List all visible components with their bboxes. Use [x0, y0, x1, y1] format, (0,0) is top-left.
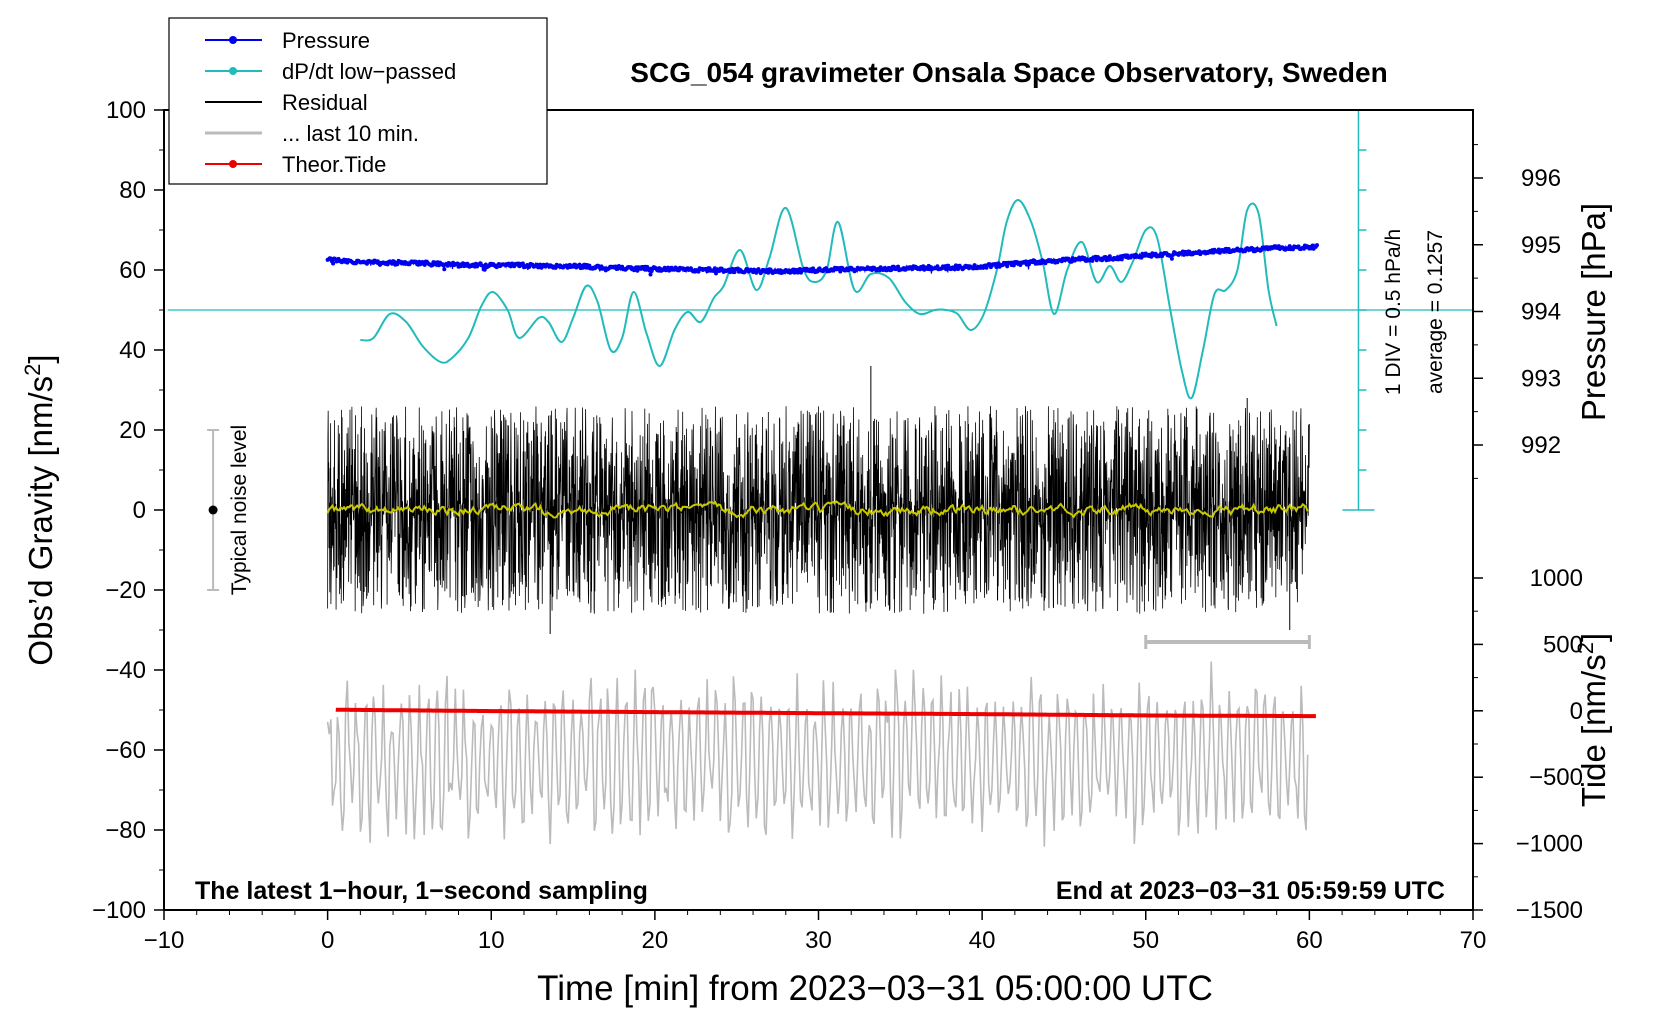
x-tick-label: −10 — [144, 927, 185, 954]
tide-tick-label: −500 — [1529, 764, 1583, 791]
pressure-point — [766, 270, 771, 275]
y-axis-label-left: Obs’d Gravity [nm/s2] — [20, 354, 59, 665]
pressure-tick-label: 992 — [1521, 432, 1561, 459]
y-tick-label: −60 — [105, 737, 146, 764]
x-tick-label: 60 — [1296, 927, 1323, 954]
pressure-tick-label: 996 — [1521, 165, 1561, 192]
pressure-point — [648, 272, 653, 277]
annotation-end-time: End at 2023−03−31 05:59:59 UTC — [1056, 877, 1445, 905]
pressure-point — [972, 263, 977, 268]
annotation-sampling: The latest 1−hour, 1−second sampling — [195, 877, 648, 905]
y-tick-label: 60 — [119, 257, 146, 284]
pressure-point — [1119, 257, 1124, 262]
series-theor-tide — [335, 707, 1316, 719]
legend-marker — [229, 160, 237, 168]
pressure-point — [422, 262, 427, 267]
pressure-tick-label: 994 — [1521, 299, 1561, 326]
pressure-point — [1090, 258, 1095, 263]
x-tick-label: 0 — [321, 927, 334, 954]
pressure-point — [1315, 243, 1319, 248]
annotation-noise-level: Typical noise level — [228, 425, 251, 595]
y-tick-label: −100 — [92, 897, 146, 924]
legend-label: ... last 10 min. — [282, 121, 419, 146]
pressure-point — [935, 264, 940, 269]
y-tick-label: 80 — [119, 177, 146, 204]
x-tick-label: 30 — [805, 927, 832, 954]
pressure-point — [520, 261, 525, 266]
pressure-point — [889, 267, 894, 272]
noise-bar-center — [208, 505, 218, 515]
tide-tick-label: 0 — [1570, 698, 1583, 725]
pressure-point — [705, 269, 710, 274]
x-tick-label: 70 — [1460, 927, 1487, 954]
y-tick-label: 0 — [133, 497, 146, 524]
annotation-dpdt-average: average = 0.1257 — [1424, 230, 1447, 394]
series-last-10-min — [326, 661, 1309, 847]
pressure-point — [1032, 258, 1037, 263]
x-tick-label: 10 — [478, 927, 505, 954]
y-tick-label: −20 — [105, 577, 146, 604]
pressure-point — [580, 265, 585, 270]
pressure-point — [732, 270, 737, 275]
pressure-point — [838, 269, 843, 274]
series-pressure — [325, 242, 1319, 277]
pressure-point — [480, 263, 485, 268]
legend-label: Theor.Tide — [282, 152, 386, 177]
pressure-point — [730, 266, 735, 271]
x-tick-label: 40 — [969, 927, 996, 954]
legend: Pressure dP/dt low−passed Residual ... last… — [168, 17, 548, 185]
y-axis-label-pressure: Pressure [hPa] — [1575, 203, 1612, 421]
pressure-point — [331, 261, 336, 266]
legend-marker — [229, 67, 237, 75]
series-residual-lowpass — [326, 500, 1309, 519]
annotation-dpdt-scale: 1 DIV = 0.5 hPa/h — [1382, 229, 1405, 395]
series-dpdt — [360, 198, 1278, 400]
y-tick-label: 20 — [119, 417, 146, 444]
legend-label: Pressure — [282, 28, 370, 53]
pressure-point — [944, 267, 949, 272]
pressure-point — [952, 267, 957, 272]
pressure-tick-label: 995 — [1521, 232, 1561, 259]
pressure-point — [896, 264, 901, 269]
x-tick-label: 20 — [642, 927, 669, 954]
legend-label: dP/dt low−passed — [282, 59, 456, 84]
x-axis-label: Time [min] from 2023−03−31 05:00:00 UTC — [537, 969, 1213, 1008]
y-tick-label: −80 — [105, 817, 146, 844]
tide-tick-label: −1500 — [1516, 897, 1583, 924]
pressure-point — [1005, 264, 1010, 269]
pressure-point — [1226, 247, 1231, 251]
legend-label: Residual — [282, 90, 368, 115]
chart-title: SCG_054 gravimeter Onsala Space Observat… — [630, 57, 1387, 88]
y-tick-label: −40 — [105, 657, 146, 684]
tide-tick-label: 1000 — [1530, 565, 1583, 592]
tide-tick-label: 500 — [1543, 631, 1583, 658]
pressure-tick-label: 993 — [1521, 365, 1561, 392]
y-tick-label: 40 — [119, 337, 146, 364]
pressure-point — [795, 270, 800, 275]
pressure-point — [442, 267, 447, 272]
pressure-point — [1169, 256, 1174, 261]
x-tick-label: 50 — [1132, 927, 1159, 954]
plot-area: −10 0 10 20 30 40 50 60 70−100−80−60−40−20020406… — [92, 97, 1583, 954]
y-tick-label: 100 — [106, 97, 146, 124]
legend-marker — [229, 36, 237, 44]
series-residual — [327, 406, 1310, 614]
y-axis-label-tide: Tide [nm/s2] — [1573, 633, 1612, 807]
tide-tick-label: −1000 — [1516, 831, 1583, 858]
